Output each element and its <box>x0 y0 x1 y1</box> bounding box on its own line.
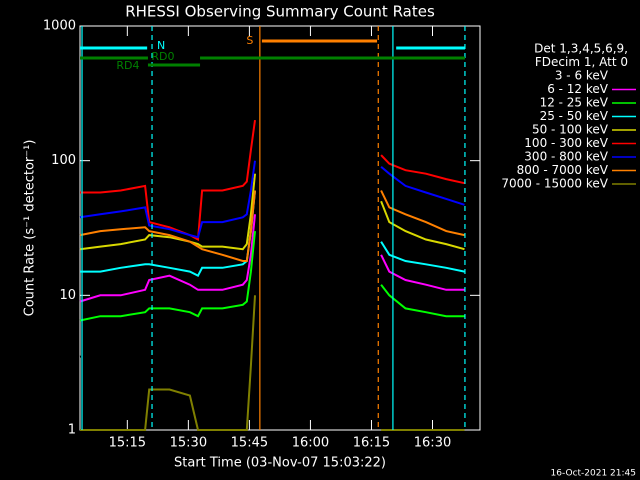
legend-label: 7000 - 15000 keV <box>501 177 608 191</box>
series-line <box>79 190 465 262</box>
footer: 16-Oct-2021 21:45 <box>551 469 636 479</box>
flag-label: RD0 <box>151 50 174 63</box>
legend-label: 100 - 300 keV <box>524 136 608 150</box>
y-axis-label: Count Rate (s⁻¹ detector⁻¹) <box>23 140 38 317</box>
x-tick-label: 15:45 <box>231 436 268 451</box>
x-tick-label: 15:15 <box>109 436 146 451</box>
x-tick-label: 16:15 <box>353 436 390 451</box>
flag-label: S <box>246 34 253 47</box>
plot-frame <box>79 25 481 431</box>
series-line <box>79 254 465 358</box>
series-line <box>79 173 465 251</box>
legend-header: FDecim 1, Att 0 <box>535 55 628 69</box>
legend-label: 12 - 25 keV <box>540 96 609 110</box>
y-tick-label: 1 <box>68 423 76 438</box>
legend-label: 800 - 7000 keV <box>517 163 609 177</box>
series-line <box>79 214 465 303</box>
x-axis-label: Start Time (03-Nov-07 15:03:22) <box>174 456 386 471</box>
flag-label: RD4 <box>116 59 139 72</box>
series-line <box>79 230 465 322</box>
y-tick-label: 1000 <box>43 19 76 34</box>
legend-label: 25 - 50 keV <box>540 109 609 123</box>
flag-label: N <box>157 39 165 52</box>
legend-label: 6 - 12 keV <box>547 82 609 96</box>
x-tick-label: 15:30 <box>170 436 207 451</box>
series-line <box>80 119 465 242</box>
legend-label: 300 - 800 keV <box>524 150 608 164</box>
y-tick-label: 10 <box>59 288 76 303</box>
series-line <box>79 160 465 239</box>
series-line <box>80 295 465 431</box>
x-tick-label: 16:30 <box>414 436 451 451</box>
legend-header: Det 1,3,4,5,6,9, <box>534 42 628 56</box>
x-tick-label: 16:00 <box>292 436 329 451</box>
legend-label: 3 - 6 keV <box>555 69 609 83</box>
y-tick-label: 100 <box>51 153 76 168</box>
chart-title: RHESSI Observing Summary Count Rates <box>125 3 435 21</box>
legend-label: 50 - 100 keV <box>532 123 609 137</box>
